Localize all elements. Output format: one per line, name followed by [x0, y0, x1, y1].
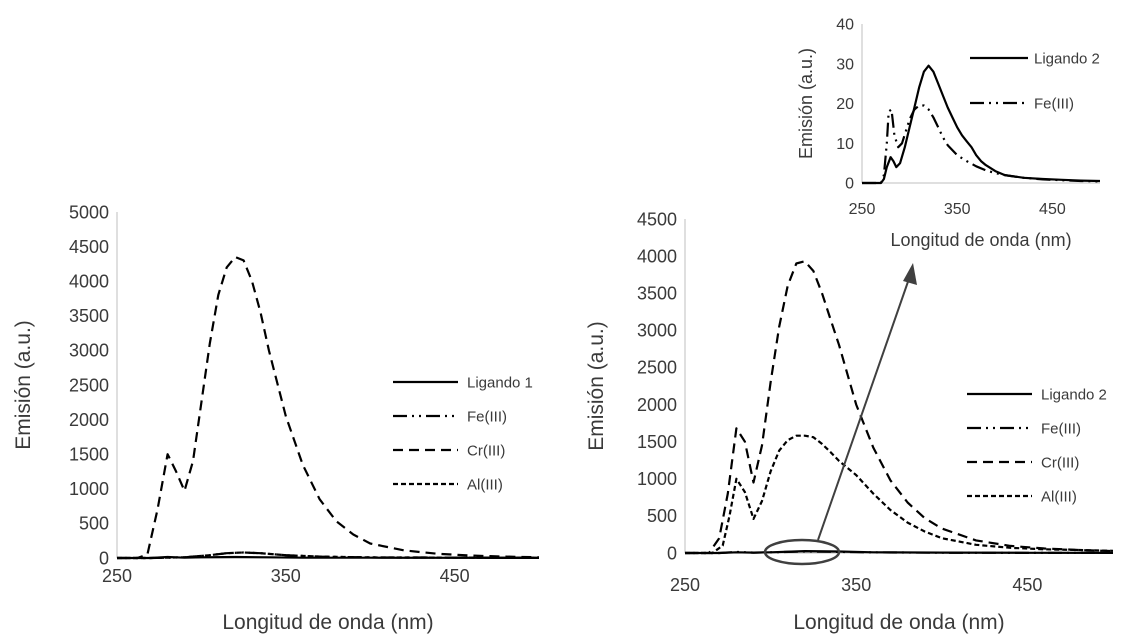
inset-x-tick-label: 450	[1039, 201, 1066, 218]
zoom-arrow-head	[903, 263, 917, 285]
inset-y-axis-label: Emisión (a.u.)	[796, 48, 816, 159]
inset-y-tick-label: 0	[845, 176, 854, 193]
inset-y-tick-label: 40	[836, 17, 854, 34]
inset-series-ligando-2	[862, 64, 1101, 185]
right-x-tick-label: 350	[841, 575, 871, 595]
left-x-tick-label: 250	[102, 566, 132, 586]
right-y-tick-label: 0	[667, 543, 677, 563]
right-series-fe-iii	[685, 550, 1113, 555]
right-legend-label: Cr(III)	[1041, 454, 1079, 471]
chart-inset: 0 10 20 30 40 250 350 450 Longitud de onda (nm) E…	[796, 17, 1101, 250]
inset-legend-label: Ligando 2	[1034, 50, 1100, 67]
left-y-tick-label: 2500	[69, 375, 109, 395]
right-y-tick-label: 4000	[637, 246, 677, 266]
inset-x-axis-label: Longitud de onda (nm)	[890, 230, 1071, 250]
left-y-tick-label: 3500	[69, 306, 109, 326]
right-y-tick-label: 2500	[637, 358, 677, 378]
right-y-tick-label: 3500	[637, 284, 677, 304]
left-legend-label: Al(III)	[467, 476, 503, 493]
left-y-tick-label: 4000	[69, 272, 109, 292]
right-series-al-iii	[685, 434, 1114, 555]
left-legend-label: Fe(III)	[467, 408, 507, 425]
highlight-ellipse	[763, 538, 841, 566]
left-y-axis-label: Emisión (a.u.)	[12, 320, 35, 450]
left-y-tick-label: 0	[99, 548, 109, 568]
inset-x-tick-label: 350	[944, 201, 971, 218]
left-x-tick-label: 450	[440, 566, 470, 586]
right-x-tick-label: 450	[1012, 575, 1042, 595]
inset-y-tick-label: 10	[836, 136, 854, 153]
zoom-arrow-line	[817, 272, 912, 541]
left-y-tick-label: 1500	[69, 445, 109, 465]
left-y-tick-label: 5000	[69, 202, 109, 222]
right-y-tick-label: 1000	[637, 469, 677, 489]
inset-y-tick-label: 30	[836, 56, 854, 73]
right-y-tick-label: 4500	[637, 209, 677, 229]
right-y-tick-label: 3000	[637, 321, 677, 341]
annotations	[763, 263, 917, 566]
left-y-tick-label: 500	[79, 514, 109, 534]
right-series-cr-iii	[685, 260, 1114, 555]
left-x-axis-label: Longitud de onda (nm)	[222, 611, 433, 634]
right-legend-label: Fe(III)	[1041, 420, 1081, 437]
left-series-cr-iii	[117, 255, 540, 560]
left-y-tick-label: 3000	[69, 341, 109, 361]
left-y-tick-label: 4500	[69, 237, 109, 257]
left-y-tick-label: 1000	[69, 479, 109, 499]
right-y-tick-label: 2000	[637, 395, 677, 415]
right-legend-label: Al(III)	[1041, 488, 1077, 505]
right-x-axis-label: Longitud de onda (nm)	[793, 611, 1004, 634]
right-y-axis-label: Emisión (a.u.)	[585, 321, 608, 451]
left-y-tick-label: 2000	[69, 410, 109, 430]
right-x-tick-label: 250	[670, 575, 700, 595]
right-y-tick-label: 1500	[637, 432, 677, 452]
inset-x-tick-label: 250	[849, 201, 876, 218]
right-legend-label: Ligando 2	[1041, 386, 1107, 403]
right-y-tick-label: 500	[647, 506, 677, 526]
left-legend-label: Cr(III)	[467, 442, 505, 459]
inset-y-tick-label: 20	[836, 96, 854, 113]
left-x-tick-label: 350	[271, 566, 301, 586]
left-series-fe-iii	[117, 551, 540, 560]
left-legend-label: Ligando 1	[467, 374, 533, 391]
inset-series-fe-iii	[862, 104, 1101, 185]
inset-legend-label: Fe(III)	[1034, 95, 1074, 112]
chart-right: 0 500 1000 1500 2000 2500 3000 3500 4000 4500 250 3…	[585, 209, 1114, 634]
chart-left: 0 500 1000 1500 2000 2500 3000 3500 4000 4500 5000…	[12, 202, 540, 634]
left-series-al-iii	[117, 551, 540, 560]
